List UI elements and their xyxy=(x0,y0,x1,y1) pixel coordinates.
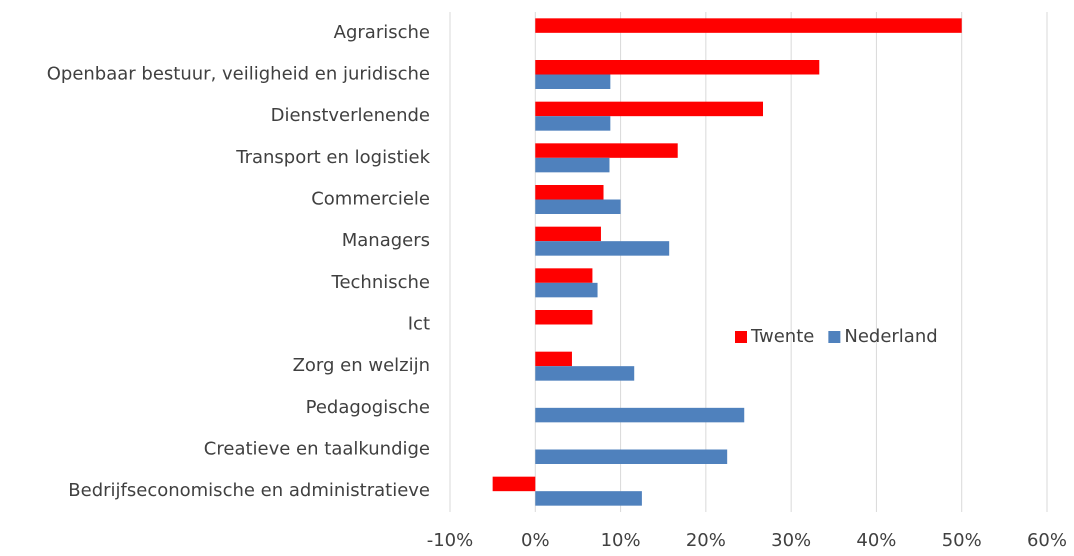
x-tick-label: 30% xyxy=(771,530,811,551)
y-tick-label: Pedagogische xyxy=(306,397,430,418)
bar xyxy=(535,18,962,33)
legend-label: Twente xyxy=(750,326,814,347)
bar xyxy=(535,199,621,214)
x-tick-label: 0% xyxy=(521,530,550,551)
bar xyxy=(535,491,642,506)
x-tick-label: 60% xyxy=(1027,530,1067,551)
legend-swatch xyxy=(735,331,747,343)
bar xyxy=(535,407,745,423)
y-tick-label: Commerciele xyxy=(311,189,430,210)
bar xyxy=(535,310,593,325)
x-tick-label: 40% xyxy=(856,530,896,551)
y-tick-label: Managers xyxy=(342,230,430,251)
bar xyxy=(492,476,536,492)
y-tick-label: Dienstverlenende xyxy=(271,105,430,126)
y-tick-label: Ict xyxy=(408,314,430,335)
bar xyxy=(535,185,604,200)
bar xyxy=(535,241,670,256)
bar xyxy=(535,157,610,173)
bar xyxy=(535,268,593,283)
x-tick-label: 10% xyxy=(601,530,641,551)
y-tick-label: Zorg en welzijn xyxy=(293,355,430,376)
bar xyxy=(535,143,678,158)
x-tick-label: 20% xyxy=(686,530,726,551)
y-tick-label: Agrarische xyxy=(334,22,430,43)
bar xyxy=(535,60,820,75)
bar xyxy=(535,366,635,381)
bar xyxy=(535,74,611,89)
bar xyxy=(535,351,572,367)
bar xyxy=(535,226,601,242)
legend-label: Nederland xyxy=(844,326,937,347)
bar xyxy=(535,449,728,464)
y-tick-label: Technische xyxy=(331,272,430,293)
y-tick-label: Transport en logistiek xyxy=(235,147,430,168)
bar xyxy=(535,116,611,131)
y-tick-label: Bedrijfseconomische en administratieve xyxy=(68,480,430,501)
legend-swatch xyxy=(828,331,841,343)
x-tick-label: 50% xyxy=(942,530,982,551)
x-tick-label: -10% xyxy=(427,530,474,551)
bar xyxy=(535,282,598,298)
bar xyxy=(535,101,763,117)
y-tick-label: Openbaar bestuur, veiligheid en juridisc… xyxy=(47,64,430,85)
y-tick-label: Creatieve en taalkundige xyxy=(204,439,430,460)
